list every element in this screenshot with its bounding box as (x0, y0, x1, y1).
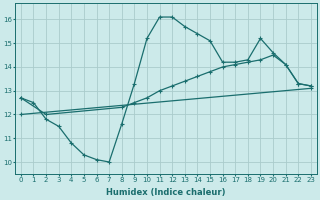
X-axis label: Humidex (Indice chaleur): Humidex (Indice chaleur) (106, 188, 226, 197)
